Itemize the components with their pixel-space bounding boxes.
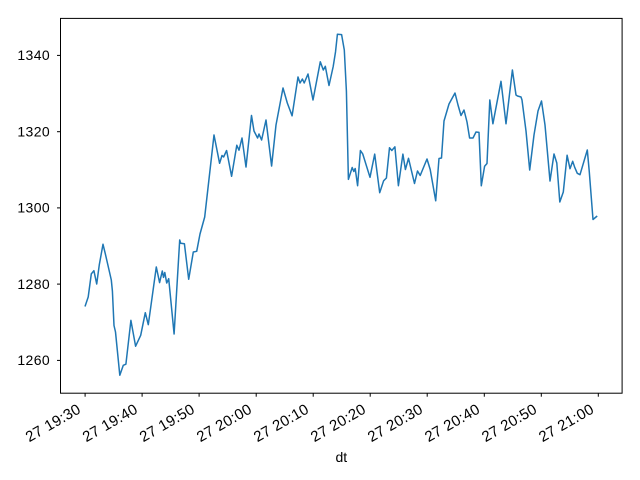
- svg-text:1340: 1340: [17, 47, 50, 63]
- svg-text:1280: 1280: [17, 276, 50, 292]
- svg-text:1320: 1320: [17, 124, 50, 140]
- svg-text:dt: dt: [335, 449, 347, 465]
- svg-text:1260: 1260: [17, 352, 50, 368]
- svg-text:1300: 1300: [17, 200, 50, 216]
